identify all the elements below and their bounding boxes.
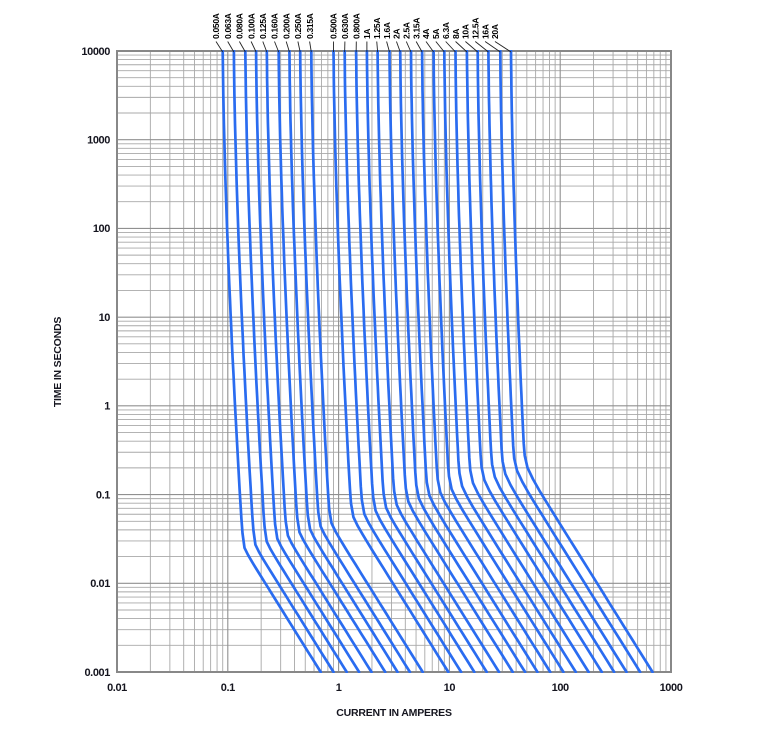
curve-label-0.160A: 0.160A (270, 13, 280, 39)
curve-label-0.050A: 0.050A (211, 13, 221, 39)
curve-label-0.800A: 0.800A (352, 13, 362, 39)
leader-8A (455, 41, 468, 53)
curve-label-12.5A: 12.5A (470, 18, 480, 39)
curve-0.100A (254, 50, 361, 673)
grid-minor-lines (117, 51, 671, 672)
leader-0.125A (262, 41, 268, 53)
leader-4A (425, 41, 434, 53)
leader-2A (396, 41, 401, 53)
x-tick-1: 1 (336, 682, 342, 694)
curve-label-0.080A: 0.080A (235, 13, 245, 39)
curve-0.050A (221, 50, 323, 673)
curve-label-0.063A: 0.063A (223, 13, 233, 39)
curve-0.800A (354, 50, 476, 673)
curve-label-4A: 4A (421, 29, 431, 39)
curve-5A (442, 50, 578, 673)
curve-0.200A (288, 50, 399, 673)
curve-label-16A: 16A (480, 24, 490, 39)
curve-label-1.6A: 1.6A (382, 22, 392, 39)
leader-0.080A (239, 41, 246, 53)
curve-12.5A (487, 50, 628, 673)
curve-label-5A: 5A (431, 29, 441, 39)
leader-3.15A (415, 41, 423, 53)
y-tick-1: 1 (104, 401, 110, 413)
curve-label-0.100A: 0.100A (246, 13, 256, 39)
leader-0.160A (274, 41, 280, 53)
curve-1A (365, 50, 489, 673)
curve-label-0.250A: 0.250A (293, 13, 303, 39)
curve-label-0.500A: 0.500A (329, 13, 339, 39)
curve-label-0.630A: 0.630A (340, 13, 350, 39)
curve-1.25A (376, 50, 501, 673)
curve-0.080A (243, 50, 349, 673)
curve-0.125A (265, 50, 373, 673)
curve-0.630A (343, 50, 463, 673)
curve-label-0.200A: 0.200A (281, 13, 291, 39)
curve-label-1A: 1A (362, 29, 372, 39)
curve-label-8A: 8A (451, 29, 461, 39)
leader-1.25A (376, 41, 379, 53)
curve-0.500A (332, 50, 450, 673)
curve-0.160A (277, 50, 387, 673)
x-tick-1000: 1000 (660, 682, 683, 694)
leader-0.050A (215, 41, 224, 53)
y-tick-10: 10 (99, 312, 111, 324)
curve-label-20A: 20A (490, 24, 500, 39)
y-tick-0.001: 0.001 (84, 667, 110, 679)
curve-label-2.5A: 2.5A (402, 22, 412, 39)
leader-0.100A (250, 41, 257, 53)
fuse-curves (221, 50, 654, 673)
x-tick-100: 100 (552, 682, 569, 694)
leader-10A (465, 41, 478, 53)
y-axis-title: TIME IN SECONDS (52, 317, 64, 408)
y-tick-100: 100 (93, 223, 110, 235)
y-tick-0.1: 0.1 (96, 489, 110, 501)
curve-label-6.3A: 6.3A (441, 22, 451, 39)
curve-20A (509, 50, 654, 673)
curve-0.063A (232, 50, 335, 673)
curve-label-10A: 10A (461, 24, 471, 39)
leader-6.3A (445, 41, 456, 53)
curve-label-3.15A: 3.15A (411, 18, 421, 39)
curve-1.6A (388, 50, 515, 673)
plot-frame (116, 50, 672, 673)
leader-1.6A (386, 41, 390, 53)
curve-6.3A (454, 50, 590, 673)
curve-2A (398, 50, 527, 673)
curve-0.250A (298, 50, 412, 673)
curve-8A (465, 50, 604, 673)
y-axis-tick-labels: 10000 1000 100 10 1 0.1 0.01 0.001 (81, 46, 110, 679)
leader-0.200A (285, 41, 290, 53)
curve-label-2A: 2A (392, 29, 402, 39)
curve-label-leader-lines (215, 41, 512, 53)
x-axis-title: CURRENT IN AMPERES (336, 707, 452, 719)
leader-12.5A (474, 41, 489, 53)
curve-label-1.25A: 1.25A (372, 18, 382, 39)
leader-16A (484, 41, 501, 53)
x-tick-0.01: 0.01 (107, 682, 127, 694)
curve-rating-labels: 0.050A 0.063A 0.080A 0.100A 0.125A 0.160A 0.20… (211, 13, 500, 39)
leader-0.315A (309, 41, 312, 53)
leader-2.5A (405, 41, 412, 53)
y-tick-1000: 1000 (87, 135, 110, 147)
y-tick-10000: 10000 (81, 46, 110, 58)
curve-10A (476, 50, 616, 673)
leader-0.250A (297, 41, 301, 53)
curve-2.5A (409, 50, 539, 673)
curve-16A (498, 50, 642, 673)
x-tick-0.1: 0.1 (221, 682, 235, 694)
leader-0.063A (227, 41, 235, 53)
x-axis-tick-labels: 0.01 0.1 1 10 100 1000 (107, 682, 683, 694)
curve-0.315A (309, 50, 425, 673)
curve-label-0.315A: 0.315A (305, 13, 315, 39)
curve-4A (432, 50, 565, 673)
curve-label-0.125A: 0.125A (258, 13, 268, 39)
y-tick-0.01: 0.01 (90, 578, 110, 590)
x-tick-10: 10 (444, 682, 456, 694)
curve-3.15A (420, 50, 552, 673)
leader-5A (435, 41, 445, 53)
leader-20A (494, 41, 512, 53)
